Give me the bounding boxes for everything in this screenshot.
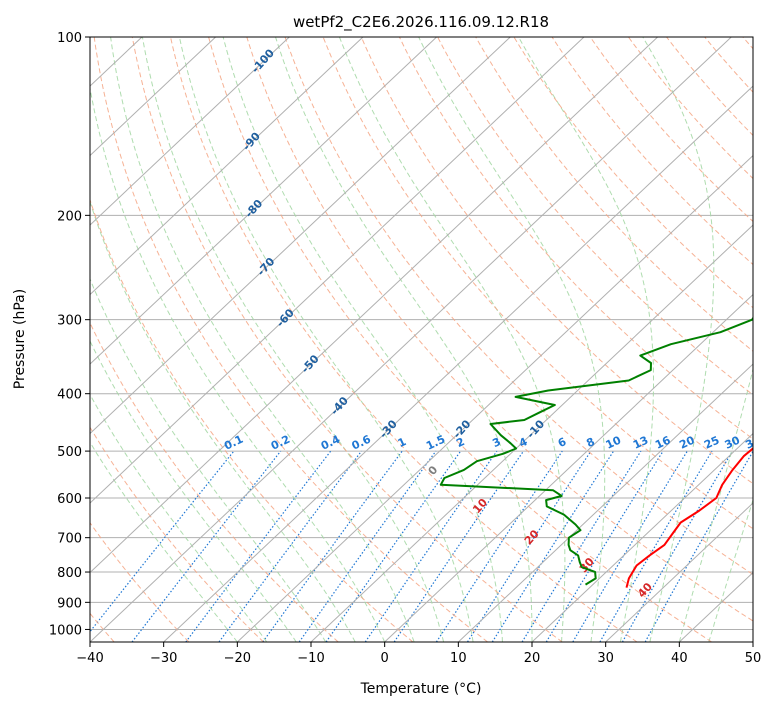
- y-tick-label: 700: [57, 532, 82, 547]
- mixing-ratio-line: [644, 450, 753, 642]
- y-tick-label: 200: [57, 209, 82, 224]
- moist-adiabat-line: [90, 277, 327, 642]
- mixing-ratio-label: 16: [653, 433, 673, 451]
- moist-adiabat-line: [141, 37, 445, 642]
- isotherm-line: [90, 37, 732, 642]
- mixing-ratio-label: 30: [723, 433, 743, 451]
- mixing-ratio-line: [325, 450, 462, 642]
- moist-adiabat-line: [338, 37, 566, 642]
- moist-adiabat-line: [90, 200, 356, 642]
- dry-adiabat-line: [360, 37, 753, 485]
- x-tick-label: 0: [381, 651, 389, 666]
- dry-adiabat-line: [627, 37, 753, 180]
- mixing-ratio-line: [364, 450, 498, 642]
- isotherm-line: [163, 85, 753, 642]
- moist-adiabat-line: [708, 498, 753, 642]
- dry-adiabat-line: [208, 37, 712, 642]
- y-axis-ticks: 100 200 300 400 500 600 700 800 900 1000: [49, 31, 90, 638]
- isotherm-line: [457, 363, 753, 642]
- y-tick-label: 600: [57, 492, 82, 507]
- x-axis-label: Temperature (°C): [360, 681, 482, 697]
- dry-adiabat-line: [437, 37, 753, 396]
- isotherm-line: [236, 154, 753, 642]
- dry-adiabat-line: [90, 521, 190, 642]
- moist-adiabat-line: [90, 339, 297, 642]
- isotherm-line: [384, 293, 753, 642]
- mixing-ratio-label: 36: [743, 433, 763, 451]
- moist-adiabat-line: [642, 37, 715, 642]
- mixing-ratio-line: [545, 450, 664, 642]
- isotherm-line: [605, 502, 753, 642]
- isotherms: [90, 37, 753, 642]
- y-tick-label: 300: [57, 314, 82, 329]
- isotherm-line: [531, 432, 753, 642]
- moist-adiabat-line: [90, 393, 268, 642]
- mixing-ratio-line: [90, 450, 235, 633]
- mixing-ratio-line: [298, 450, 437, 642]
- isotherm-line: [90, 37, 364, 296]
- dry-adiabat-line: [284, 37, 753, 576]
- dry-adiabat-line: [93, 37, 488, 642]
- x-tick-label: 10: [450, 651, 467, 666]
- dry-adiabat-line: [90, 198, 414, 642]
- moist-adiabat-line: [178, 37, 474, 642]
- mixing-ratio-label: 20: [677, 433, 697, 451]
- mixing-ratio-label: 13: [631, 434, 650, 452]
- x-tick-label: −40: [76, 651, 103, 666]
- mixing-ratio-label: 10: [604, 433, 624, 451]
- moist-adiabat-line: [518, 37, 654, 642]
- mixing-ratio-line: [262, 450, 403, 642]
- y-axis-label: Pressure (hPa): [12, 289, 28, 389]
- y-tick-label: 400: [57, 388, 82, 403]
- y-tick-label: 100: [57, 31, 82, 46]
- plot-area: 0.10.20.40.611.52346810131620253036-100-…: [90, 37, 763, 642]
- dewpoint-line: [439, 316, 753, 586]
- x-tick-label: 30: [597, 651, 614, 666]
- moist-adiabat-line: [90, 85, 386, 642]
- isotherm-line: [310, 224, 753, 642]
- x-axis-ticks: −40 −30 −20 −10 0 10 20 30 40 50: [76, 642, 761, 666]
- mixing-ratio-line: [435, 450, 563, 642]
- plot-frame: [89, 36, 754, 643]
- dry-adiabat-line: [475, 37, 753, 352]
- isotherm-line: [90, 37, 437, 365]
- moist-adiabat-line: [275, 37, 533, 642]
- x-tick-label: 20: [524, 651, 541, 666]
- chart-title: wetPf2_C2E6.2026.116.09.12.R18: [293, 13, 549, 32]
- mixing-ratio-line: [466, 450, 592, 642]
- dry-adiabat-line: [246, 37, 753, 622]
- mixing-ratio-line: [185, 450, 332, 642]
- moist-adiabat-line: [222, 37, 503, 642]
- temperature-line: [625, 447, 753, 588]
- dry-adiabat-line: [551, 37, 753, 266]
- isotherm-line: [90, 37, 511, 435]
- mixing-ratio-line: [491, 450, 615, 642]
- y-tick-label: 800: [57, 566, 82, 581]
- dry-adiabat-line: [131, 37, 563, 642]
- y-tick-label: 500: [57, 445, 82, 460]
- dry-adiabat-line: [90, 321, 339, 642]
- sounding-series: [439, 316, 753, 588]
- isotherm-line: [90, 37, 290, 226]
- y-tick-label: 1000: [49, 623, 82, 638]
- isotherm-line: [90, 37, 216, 157]
- x-tick-label: −20: [224, 651, 251, 666]
- dry-adiabat-line: [90, 426, 264, 642]
- x-tick-label: −30: [150, 651, 177, 666]
- dry-adiabat-line: [513, 37, 753, 309]
- x-tick-label: 50: [745, 651, 762, 666]
- isotherm-line: [90, 37, 658, 574]
- x-tick-label: 40: [671, 651, 688, 666]
- moist-adiabat-line: [90, 441, 238, 642]
- dry-adiabats: [90, 37, 753, 642]
- x-tick-label: −10: [297, 651, 324, 666]
- mixing-ratio-label: 25: [702, 434, 721, 452]
- moist-adiabat-line: [418, 37, 606, 642]
- y-tick-label: 900: [57, 596, 82, 611]
- isotherm-line: [90, 37, 585, 504]
